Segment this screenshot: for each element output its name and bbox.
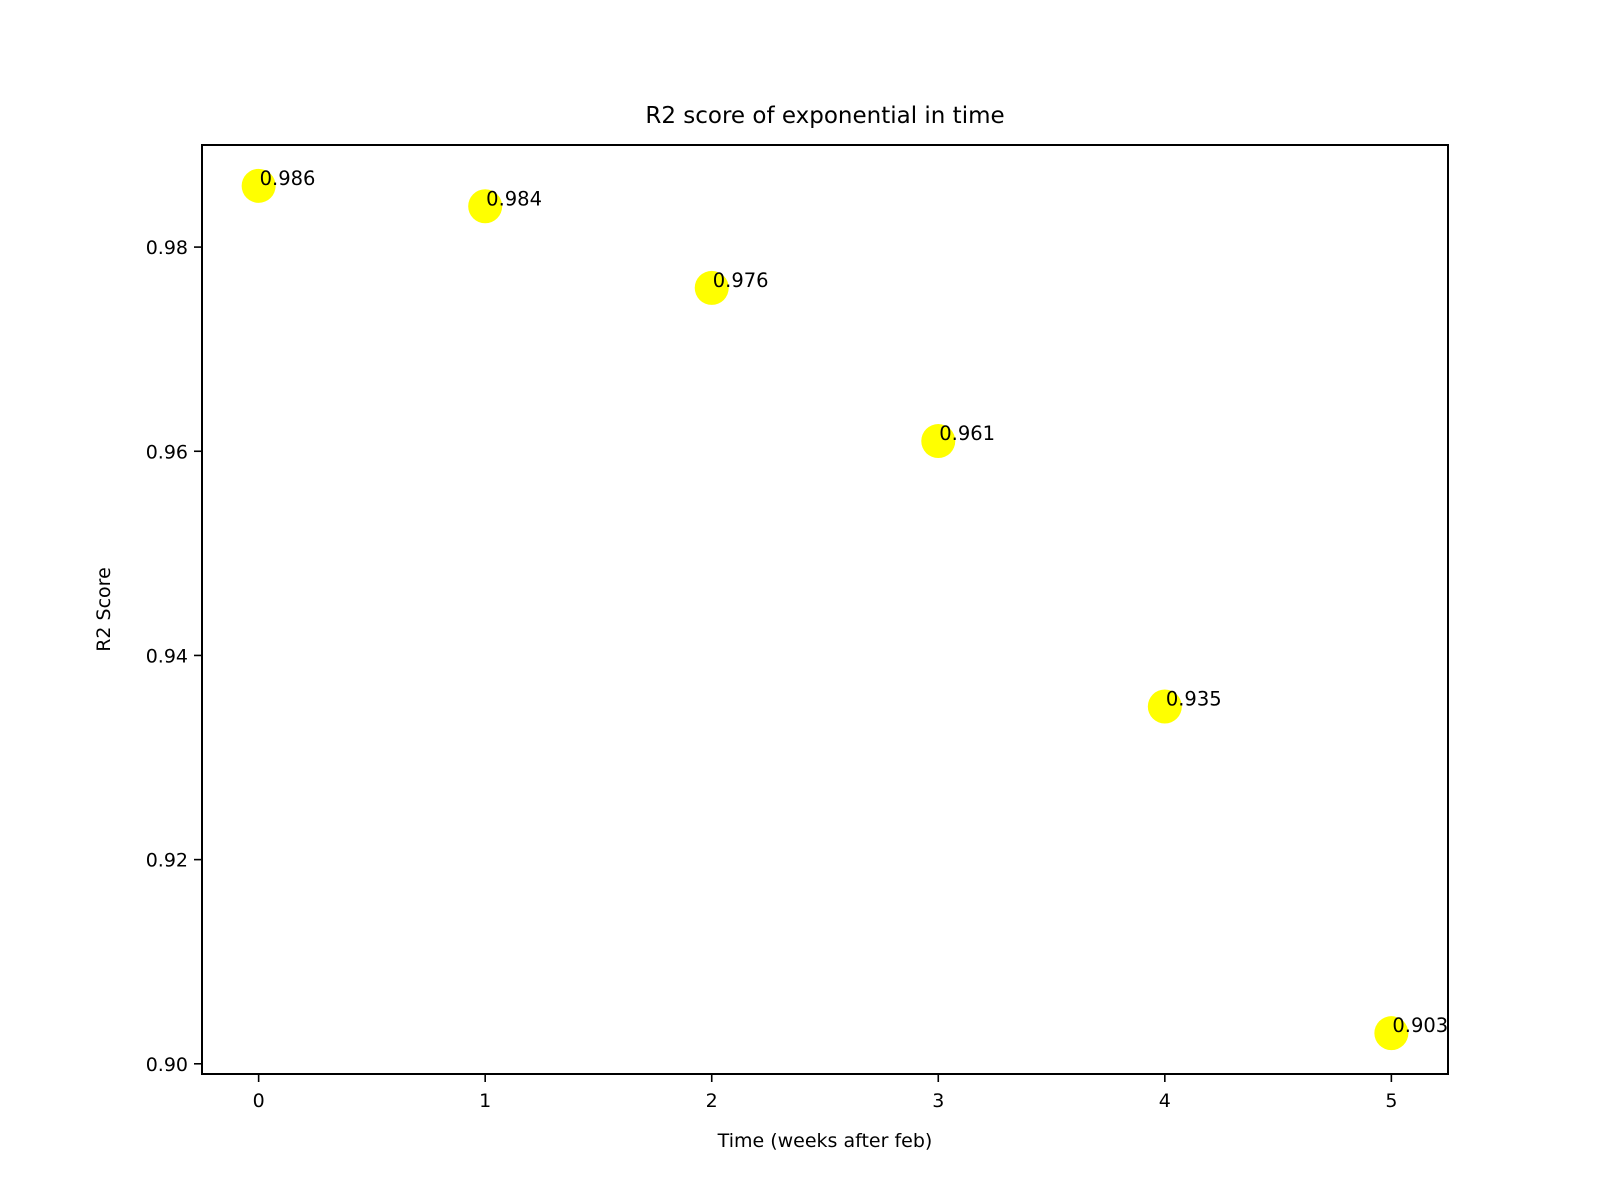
data-point-label: 0.984	[486, 187, 542, 210]
chart-title: R2 score of exponential in time	[645, 103, 1004, 129]
plot-area-frame	[201, 144, 1449, 1075]
x-tick-label: 1	[479, 1090, 491, 1112]
data-points	[241, 168, 1409, 1051]
x-tick-label: 0	[253, 1090, 265, 1112]
data-point-label: 0.976	[713, 269, 769, 292]
x-tick-label: 2	[706, 1090, 718, 1112]
data-point-label: 0.961	[939, 422, 995, 445]
y-tick-label: 0.98	[146, 237, 188, 259]
x-tick-label: 5	[1385, 1090, 1397, 1112]
data-point-label: 0.986	[260, 167, 316, 190]
y-axis-label: R2 Score	[93, 567, 115, 652]
data-point	[921, 424, 956, 459]
data-point-label: 0.935	[1166, 687, 1222, 710]
data-point	[1374, 1016, 1409, 1051]
x-tick-label: 4	[1159, 1090, 1171, 1112]
y-tick-label: 0.90	[146, 1054, 188, 1076]
y-tick-label: 0.94	[146, 645, 188, 667]
axis-ticks: 0 1 2 3 4 5 0.90 0.92 0.94 0.96 0.98	[146, 237, 1398, 1112]
x-axis-label: Time (weeks after feb)	[717, 1130, 933, 1152]
data-point-label: 0.903	[1392, 1014, 1448, 1037]
data-point	[694, 270, 729, 305]
data-point	[468, 189, 503, 224]
data-point	[1147, 689, 1182, 724]
data-point	[241, 168, 276, 203]
y-tick-label: 0.92	[146, 850, 188, 872]
data-labels: 0.986 0.984 0.976 0.961 0.935 0.903	[260, 167, 1449, 1037]
x-tick-label: 3	[932, 1090, 944, 1112]
y-tick-label: 0.96	[146, 441, 188, 463]
